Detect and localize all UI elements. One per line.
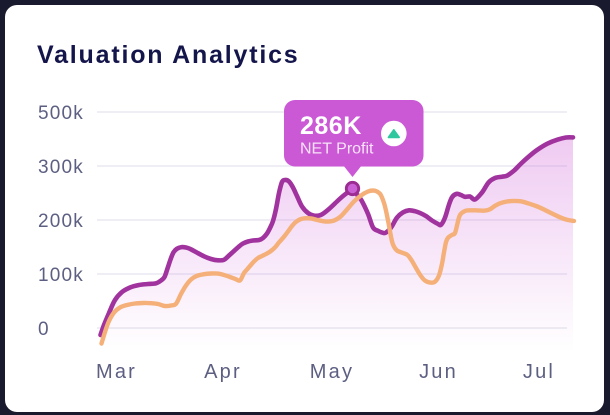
svg-text:286K: 286K <box>300 112 362 140</box>
svg-text:0: 0 <box>38 319 50 340</box>
svg-text:300k: 300k <box>38 157 84 178</box>
svg-text:Jul: Jul <box>523 361 555 383</box>
svg-text:Apr: Apr <box>204 361 242 383</box>
svg-text:200k: 200k <box>38 211 84 232</box>
svg-text:May: May <box>310 361 354 383</box>
svg-text:Mar: Mar <box>96 361 137 383</box>
svg-text:500k: 500k <box>38 103 84 124</box>
svg-text:100k: 100k <box>38 265 84 286</box>
svg-text:Jun: Jun <box>419 361 458 383</box>
svg-text:NET Profit: NET Profit <box>300 141 374 158</box>
